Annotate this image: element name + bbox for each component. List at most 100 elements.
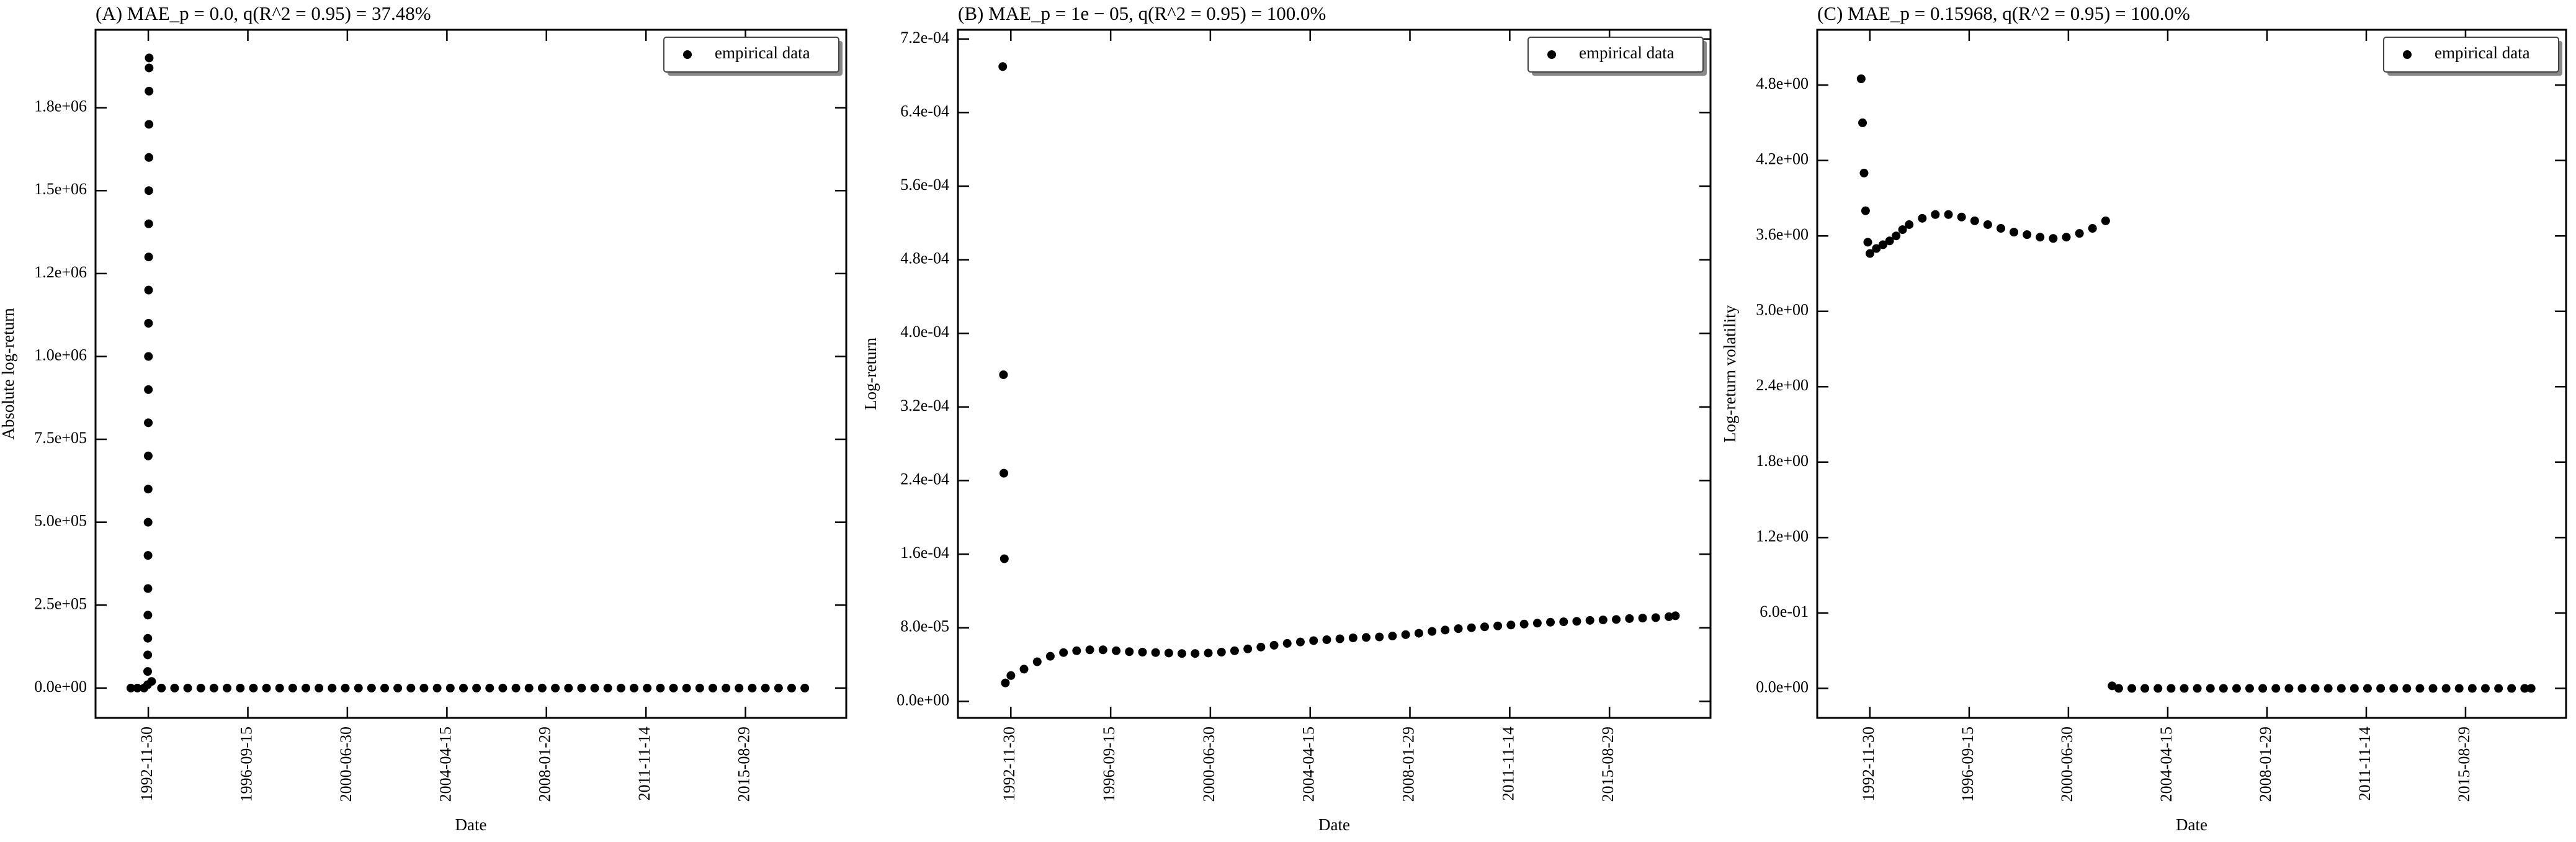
- data-point: [126, 683, 135, 692]
- data-point: [2389, 684, 2399, 693]
- data-point: [2507, 684, 2516, 693]
- data-point: [1164, 648, 1173, 658]
- y-tick-label: 3.6e+00: [1756, 225, 1809, 243]
- data-point: [2271, 684, 2281, 693]
- data-point: [315, 683, 324, 692]
- y-tick-label: 6.4e-04: [900, 102, 949, 120]
- x-tick-label: 1996-09-15: [1959, 727, 1977, 802]
- legend-box: [2383, 37, 2559, 73]
- data-point: [2140, 684, 2150, 693]
- x-tick-label: 2008-01-29: [2256, 727, 2274, 802]
- data-point: [2454, 684, 2464, 693]
- x-tick-label: 2000-06-30: [337, 727, 355, 802]
- data-point: [1905, 220, 1914, 229]
- data-point: [2526, 684, 2536, 693]
- data-point: [143, 634, 153, 643]
- data-point: [144, 219, 153, 228]
- x-axis-label: Date: [2176, 815, 2207, 834]
- data-point: [145, 120, 154, 129]
- data-point: [2337, 684, 2346, 693]
- data-point: [2402, 684, 2412, 693]
- data-point: [1072, 646, 1081, 655]
- data-point: [1217, 647, 1226, 656]
- y-tick-label: 4.0e-04: [900, 323, 949, 341]
- data-point: [1362, 633, 1371, 642]
- data-point: [2363, 684, 2372, 693]
- data-point: [1085, 645, 1094, 655]
- y-tick-label: 2.4e-04: [900, 470, 949, 488]
- data-point: [1000, 554, 1009, 563]
- data-point: [1045, 652, 1055, 661]
- data-point: [144, 153, 153, 162]
- data-point: [1931, 210, 1940, 219]
- data-point: [1256, 642, 1266, 652]
- x-tick-label: 1992-11-30: [1859, 727, 1877, 801]
- data-point: [999, 468, 1008, 478]
- legend-label: empirical data: [1579, 43, 1675, 62]
- data-point: [1388, 632, 1397, 641]
- y-tick-label: 1.2e+00: [1756, 527, 1809, 545]
- data-point: [1856, 74, 1866, 83]
- y-tick-label: 1.6e-04: [900, 544, 949, 562]
- data-point: [1230, 646, 1239, 655]
- data-point: [2127, 684, 2137, 693]
- data-point: [1032, 657, 1042, 666]
- data-point: [656, 683, 665, 692]
- data-point: [787, 683, 796, 692]
- data-point: [183, 683, 192, 692]
- data-point: [1878, 240, 1887, 249]
- data-point: [2108, 681, 2117, 691]
- chart-title: (C) MAE_p = 0.15968, q(R^2 = 0.95) = 100…: [1817, 2, 2190, 24]
- data-point: [144, 352, 153, 361]
- data-point: [380, 683, 390, 692]
- data-point: [1861, 206, 1870, 215]
- data-point: [1098, 645, 1107, 655]
- x-tick-label: 2008-01-29: [1399, 727, 1417, 802]
- data-point: [1178, 649, 1187, 658]
- data-point: [708, 683, 717, 692]
- data-point: [275, 683, 284, 692]
- x-tick-label: 2004-04-15: [436, 727, 454, 802]
- plot-frame: [94, 29, 847, 719]
- data-point: [1493, 621, 1503, 630]
- data-point: [590, 683, 599, 692]
- data-point: [1872, 244, 1881, 253]
- data-point: [1125, 647, 1134, 656]
- data-point: [1001, 678, 1010, 687]
- y-tick-label: 1.8e+00: [1756, 452, 1809, 470]
- data-point: [2206, 684, 2215, 693]
- data-point: [1282, 638, 1292, 648]
- data-point: [2167, 684, 2176, 693]
- data-point: [2114, 684, 2123, 693]
- data-point: [1401, 630, 1410, 639]
- data-point: [2494, 684, 2503, 693]
- data-point: [143, 650, 153, 660]
- legend-box: [1527, 37, 1704, 73]
- data-point: [1671, 611, 1680, 620]
- data-point: [1295, 637, 1305, 647]
- data-point: [2219, 684, 2228, 693]
- data-point: [133, 683, 142, 692]
- y-tick-label: 0.0e+00: [34, 678, 87, 696]
- data-point: [1970, 216, 1979, 225]
- data-point: [2062, 233, 2071, 242]
- data-point: [2193, 684, 2202, 693]
- legend-marker: [683, 50, 692, 59]
- data-point: [485, 683, 494, 692]
- data-point: [144, 253, 153, 262]
- data-point: [2415, 684, 2425, 693]
- x-tick-label: 2015-08-29: [1599, 727, 1617, 802]
- y-axis-label: Log-return: [861, 338, 880, 410]
- x-tick-label: 2004-04-15: [2157, 727, 2175, 802]
- y-tick-label: 1.2e+06: [34, 263, 87, 281]
- data-point: [223, 683, 232, 692]
- data-point: [524, 683, 534, 692]
- data-point: [1898, 225, 1907, 235]
- data-point: [761, 683, 770, 692]
- x-tick-label: 1996-09-15: [1100, 727, 1118, 802]
- data-point: [1957, 212, 1966, 222]
- data-point: [1309, 636, 1318, 645]
- y-tick-label: 2.4e+00: [1756, 376, 1809, 394]
- data-point: [2023, 230, 2032, 240]
